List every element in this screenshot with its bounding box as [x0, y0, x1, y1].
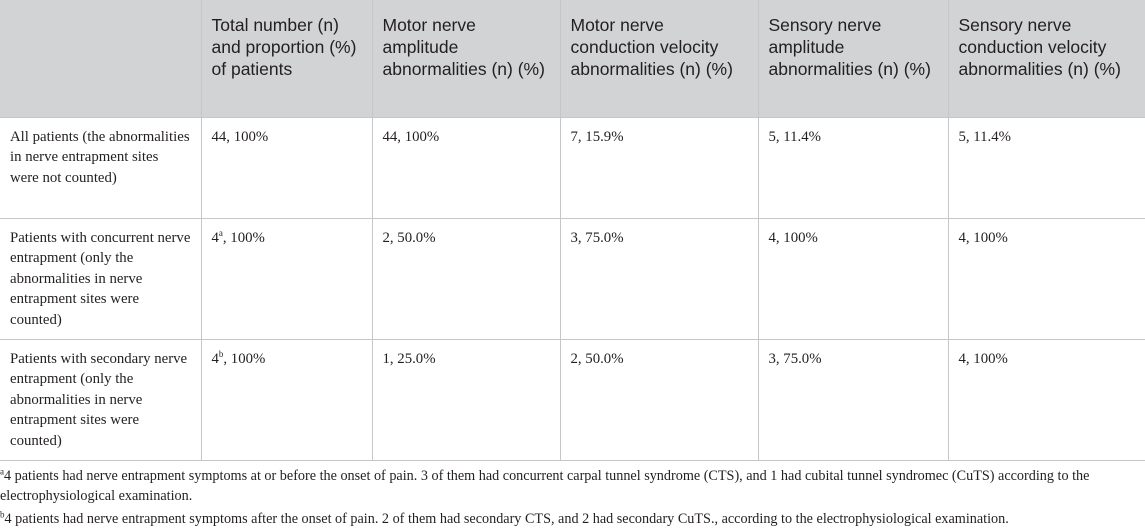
motor-velocity-cell: 3, 75.0%	[559, 217, 759, 340]
sensory-amplitude-cell: 3, 75.0%	[757, 338, 949, 461]
header-motor-amplitude: Motor nerve amplitude abnormalities (n) …	[371, 0, 561, 117]
row-label: Patients with secondary nerve entrapment…	[0, 338, 202, 461]
header-total: Total number (n) and proportion (%) of p…	[200, 0, 373, 117]
footnote-a: a4 patients had nerve entrapment symptom…	[0, 466, 1140, 506]
total-cell: 4b, 100%	[200, 338, 373, 461]
table-row: Patients with secondary nerve entrapment…	[0, 338, 1145, 461]
total-value: 4	[211, 350, 219, 367]
motor-velocity-cell: 7, 15.9%	[559, 116, 759, 219]
row-label: Patients with concurrent nerve entrapmen…	[0, 217, 202, 340]
sensory-amplitude-cell: 5, 11.4%	[757, 116, 949, 219]
motor-velocity-cell: 2, 50.0%	[559, 338, 759, 461]
total-value: 44, 100%	[211, 128, 269, 145]
total-cell: 44, 100%	[200, 116, 373, 219]
table-row: All patients (the abnormalities in nerve…	[0, 116, 1145, 219]
table-header-row: Total number (n) and proportion (%) of p…	[0, 0, 1145, 117]
total-percent: , 100%	[222, 229, 265, 246]
sensory-amplitude-cell: 4, 100%	[757, 217, 949, 340]
footnote-b: b4 patients had nerve entrapment symptom…	[0, 509, 1140, 529]
motor-amplitude-cell: 1, 25.0%	[371, 338, 561, 461]
total-cell: 4a, 100%	[200, 217, 373, 340]
table-row: Patients with concurrent nerve entrapmen…	[0, 217, 1145, 340]
header-sensory-amplitude: Sensory nerve amplitude abnormalities (n…	[757, 0, 949, 117]
sensory-velocity-cell: 4, 100%	[947, 217, 1145, 340]
footnote-marker: a	[218, 227, 223, 238]
header-sensory-velocity: Sensory nerve conduction velocity abnorm…	[947, 0, 1145, 117]
results-table: Total number (n) and proportion (%) of p…	[0, 0, 1145, 461]
table-footnotes: a4 patients had nerve entrapment symptom…	[0, 466, 1140, 529]
footnote-marker: b	[218, 348, 224, 359]
total-percent: , 100%	[223, 350, 266, 367]
footnote-marker: a	[0, 466, 4, 477]
motor-amplitude-cell: 2, 50.0%	[371, 217, 561, 340]
header-motor-velocity: Motor nerve conduction velocity abnormal…	[559, 0, 759, 117]
footnote-marker: b	[0, 509, 5, 520]
footnote-text: 4 patients had nerve entrapment symptoms…	[4, 511, 1009, 527]
motor-amplitude-cell: 44, 100%	[371, 116, 561, 219]
footnote-text: 4 patients had nerve entrapment symptoms…	[0, 468, 1090, 504]
total-value: 4	[211, 229, 219, 246]
row-label: All patients (the abnormalities in nerve…	[0, 116, 202, 219]
sensory-velocity-cell: 5, 11.4%	[947, 116, 1145, 219]
header-row-label	[0, 0, 202, 117]
sensory-velocity-cell: 4, 100%	[947, 338, 1145, 461]
